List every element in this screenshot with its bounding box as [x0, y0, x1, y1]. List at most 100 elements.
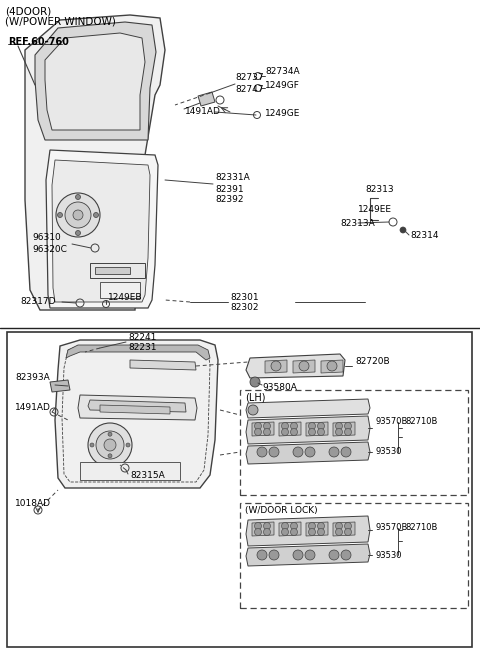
Polygon shape: [246, 516, 370, 546]
Polygon shape: [321, 360, 343, 373]
Bar: [240, 390, 468, 495]
Circle shape: [269, 550, 279, 560]
Circle shape: [309, 428, 315, 436]
Text: 82231: 82231: [128, 343, 156, 352]
Circle shape: [108, 454, 112, 458]
Text: 82313A: 82313A: [340, 219, 375, 227]
Bar: [240, 503, 468, 608]
Circle shape: [329, 550, 339, 560]
Circle shape: [309, 523, 315, 529]
Text: 96310: 96310: [32, 233, 61, 242]
Circle shape: [400, 227, 406, 233]
Polygon shape: [46, 150, 158, 308]
Circle shape: [317, 422, 324, 430]
Circle shape: [264, 428, 271, 436]
Text: 93530: 93530: [375, 447, 401, 457]
Polygon shape: [78, 395, 197, 420]
Circle shape: [257, 447, 267, 457]
Text: (W/POWER WINDOW): (W/POWER WINDOW): [5, 17, 116, 27]
Circle shape: [327, 361, 337, 371]
Text: 1018AD: 1018AD: [15, 498, 51, 508]
Circle shape: [290, 523, 298, 529]
Polygon shape: [246, 354, 345, 378]
Circle shape: [264, 523, 271, 529]
Text: 93570B: 93570B: [375, 417, 408, 426]
Circle shape: [309, 529, 315, 536]
Polygon shape: [55, 340, 218, 488]
Text: (4DOOR): (4DOOR): [5, 7, 51, 17]
Bar: [95, 267, 130, 274]
Circle shape: [317, 529, 324, 536]
Text: 1249EB: 1249EB: [108, 293, 143, 301]
Polygon shape: [252, 522, 274, 536]
Bar: [80, 462, 180, 480]
Circle shape: [96, 431, 124, 459]
Polygon shape: [265, 360, 287, 373]
Text: 82301: 82301: [230, 293, 259, 301]
Polygon shape: [246, 442, 370, 464]
Polygon shape: [100, 405, 170, 414]
Text: 1249GF: 1249GF: [265, 81, 300, 90]
Polygon shape: [246, 416, 370, 444]
Circle shape: [269, 447, 279, 457]
Circle shape: [345, 529, 351, 536]
Circle shape: [336, 523, 343, 529]
Circle shape: [281, 529, 288, 536]
Text: 82734A: 82734A: [265, 67, 300, 77]
Text: 93530: 93530: [375, 550, 401, 559]
Circle shape: [90, 443, 94, 447]
Circle shape: [104, 439, 116, 451]
Polygon shape: [52, 160, 150, 302]
Text: 82391: 82391: [215, 185, 244, 193]
Circle shape: [254, 529, 262, 536]
Polygon shape: [279, 422, 301, 436]
Circle shape: [317, 523, 324, 529]
Text: 82392: 82392: [215, 195, 243, 204]
Polygon shape: [66, 345, 210, 360]
Circle shape: [345, 428, 351, 436]
Bar: [100, 282, 140, 298]
Circle shape: [290, 529, 298, 536]
Circle shape: [264, 422, 271, 430]
Circle shape: [254, 523, 262, 529]
Circle shape: [341, 550, 351, 560]
Circle shape: [345, 422, 351, 430]
Polygon shape: [293, 360, 315, 373]
Text: 96320C: 96320C: [32, 244, 67, 253]
Circle shape: [336, 428, 343, 436]
Circle shape: [257, 550, 267, 560]
Polygon shape: [246, 544, 370, 566]
Text: 82315A: 82315A: [130, 472, 165, 481]
Text: (LH): (LH): [245, 392, 265, 402]
Circle shape: [264, 529, 271, 536]
Text: 82747: 82747: [235, 84, 264, 94]
Polygon shape: [246, 399, 370, 418]
Text: 1249EE: 1249EE: [358, 206, 392, 214]
Text: 82314: 82314: [410, 231, 439, 240]
Polygon shape: [130, 360, 196, 370]
Text: 82241: 82241: [128, 333, 156, 341]
Polygon shape: [333, 422, 355, 436]
Polygon shape: [252, 422, 274, 436]
Circle shape: [336, 529, 343, 536]
Circle shape: [75, 231, 81, 236]
Circle shape: [341, 447, 351, 457]
Circle shape: [254, 428, 262, 436]
Circle shape: [58, 212, 62, 217]
Text: 82317D: 82317D: [20, 297, 56, 307]
Text: 82302: 82302: [230, 303, 259, 312]
Text: 82710B: 82710B: [405, 523, 437, 533]
Circle shape: [345, 523, 351, 529]
Circle shape: [336, 422, 343, 430]
Circle shape: [94, 212, 98, 217]
Bar: [7, 332, 472, 647]
Polygon shape: [45, 33, 145, 130]
Circle shape: [317, 428, 324, 436]
Polygon shape: [35, 22, 156, 140]
Text: REF.60-760: REF.60-760: [8, 37, 69, 47]
Text: 82720B: 82720B: [355, 358, 390, 367]
Circle shape: [248, 405, 258, 415]
Text: 82710B: 82710B: [405, 417, 437, 426]
Text: 1491AD: 1491AD: [15, 403, 51, 413]
Text: 82393A: 82393A: [15, 373, 50, 383]
